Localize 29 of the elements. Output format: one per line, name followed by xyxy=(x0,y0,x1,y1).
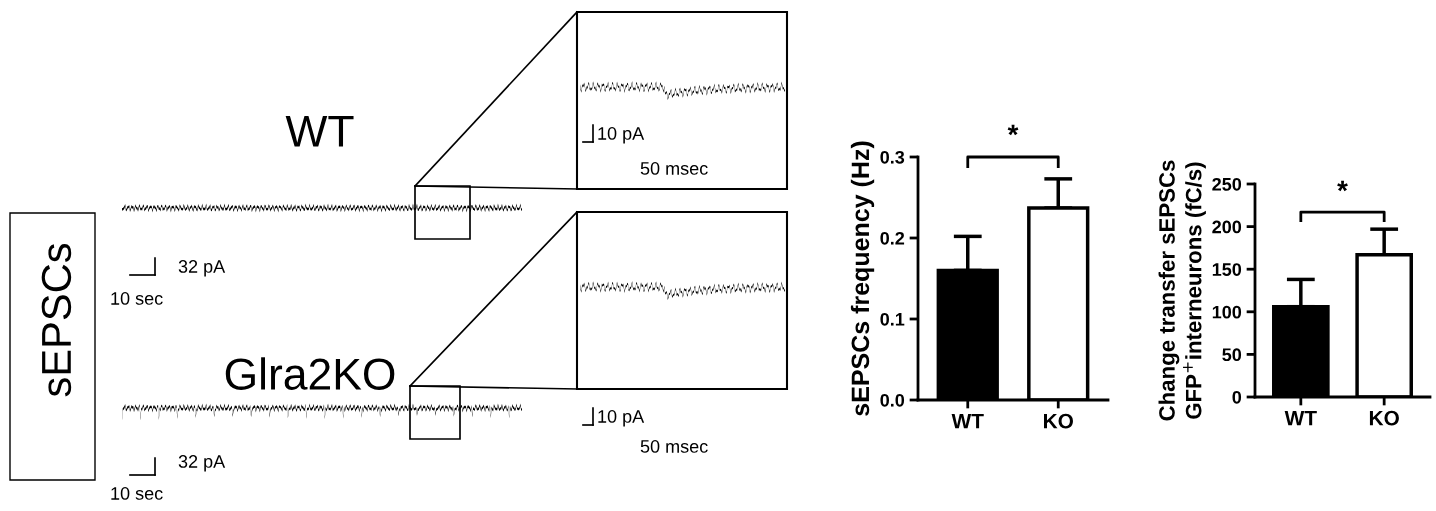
text: 10 sec xyxy=(111,292,163,305)
text: 32 pA xyxy=(178,455,226,472)
x-tick-label: WT xyxy=(951,413,984,429)
y-tick-label: 150 xyxy=(1212,263,1242,276)
text: 50 msec xyxy=(640,440,708,453)
annotation: * xyxy=(1337,180,1348,192)
text: * xyxy=(1007,124,1019,136)
x-tick-label: WT xyxy=(1284,410,1317,426)
text: 10 pA xyxy=(598,410,645,427)
y-axis-title: Change transfer sEPSCs GFP$^{+}$interneurons (fC/s) xyxy=(1158,160,1206,421)
x-tick-label: KO xyxy=(1369,410,1399,426)
y-tick-label: 250 xyxy=(1212,177,1242,191)
text: 10 pA xyxy=(598,127,645,144)
y-tick-label: 0.3 xyxy=(880,150,905,164)
text: 10 sec xyxy=(111,487,163,500)
y-tick-label: 0 xyxy=(1232,390,1242,404)
y-tick-label: 100 xyxy=(1212,305,1242,319)
y-axis-title: sEPSCs frequency (Hz) xyxy=(850,141,875,416)
text: WT xyxy=(285,115,354,147)
text: Glra2KO xyxy=(225,357,395,390)
y-tick-label: 50 xyxy=(1222,348,1242,362)
y-tick-label: 0.1 xyxy=(880,312,905,326)
x-tick-label: KO xyxy=(1044,413,1073,429)
text: 50 msec xyxy=(640,162,708,175)
y-tick-label: 200 xyxy=(1212,220,1242,234)
y-tick-label: 0.0 xyxy=(880,393,905,407)
y-tick-label: 0.2 xyxy=(880,231,905,245)
text: 32 pA xyxy=(178,260,226,277)
text: sEPSCs xyxy=(41,243,72,397)
